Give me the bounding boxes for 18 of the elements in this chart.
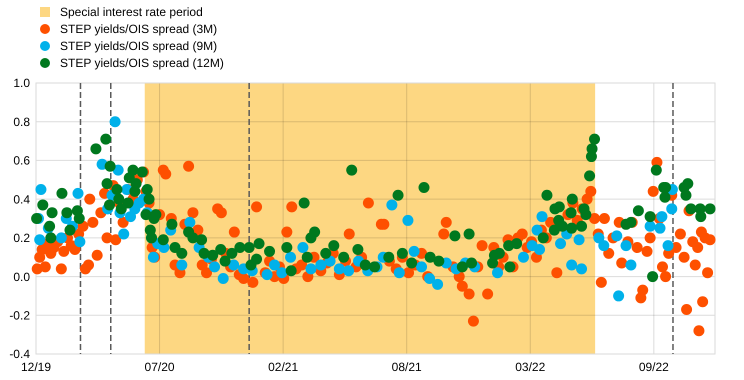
x-tick-label: 03/22	[515, 360, 546, 374]
legend-label: STEP yields/OIS spread (12M)	[60, 56, 224, 70]
x-tick-label: 07/20	[144, 360, 175, 374]
x-tick-label: 08/21	[392, 360, 422, 374]
y-tick-label: -0.2	[9, 308, 30, 322]
y-tick-label: 0.6	[13, 154, 30, 168]
legend-label: STEP yields/OIS spread (9M)	[60, 39, 218, 54]
y-tick-label: 0.2	[13, 231, 30, 246]
y-tick-label: 0.4	[13, 192, 30, 206]
x-tick-label: 09/22	[638, 360, 670, 374]
legend-label: Special interest rate period	[60, 5, 203, 20]
y-tick-label: -0.4	[9, 347, 30, 362]
x-tick-label: 12/19	[20, 360, 52, 374]
y-tick-label: 1.0	[13, 76, 30, 90]
y-tick-label: 0.8	[13, 114, 30, 129]
y-tick-label: 0.0	[13, 270, 30, 284]
x-tick-label: 02/21	[268, 360, 298, 374]
legend-label: STEP yields/OIS spread (3M)	[60, 22, 218, 36]
